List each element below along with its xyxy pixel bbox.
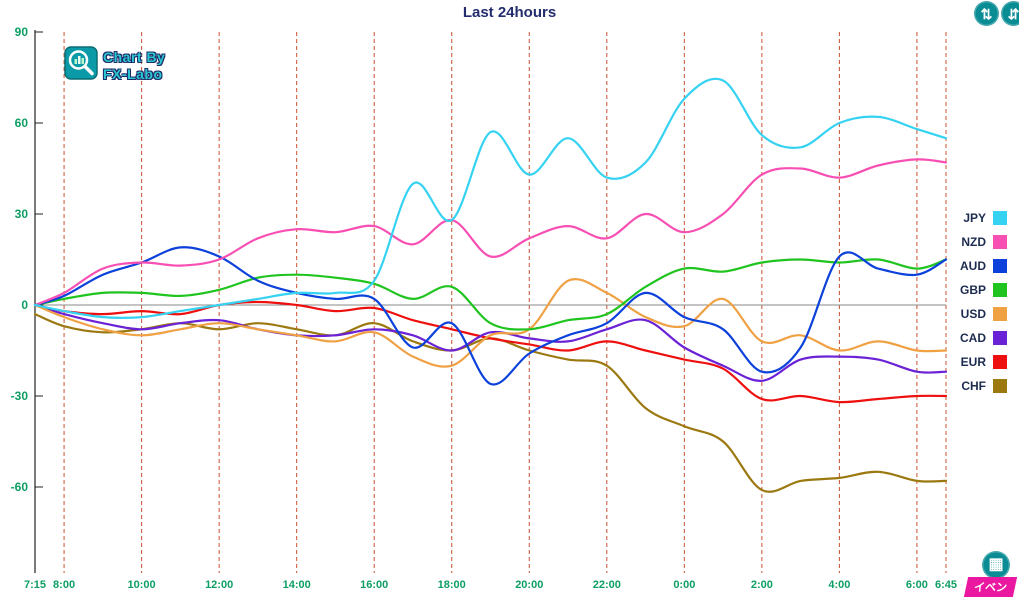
y-axis-label: -60 <box>11 480 29 494</box>
legend-item-CHF[interactable]: CHF <box>960 374 1007 398</box>
legend-label: EUR <box>960 355 986 369</box>
legend-swatch <box>993 283 1007 297</box>
series-line-EUR <box>33 300 948 404</box>
legend-label: CAD <box>960 331 986 345</box>
chart-title: Last 24hours <box>462 4 557 21</box>
calculator-button[interactable]: ▦ <box>982 551 1010 579</box>
series-line-CAD <box>33 303 948 382</box>
x-axis-label: 20:00 <box>515 579 543 591</box>
series-line-NZD <box>33 158 948 307</box>
series-line-JPY <box>33 77 948 319</box>
legend-swatch <box>993 235 1007 249</box>
legend-label: GBP <box>959 283 986 297</box>
x-axis-label: 0:00 <box>673 579 695 591</box>
y-axis-label: 0 <box>21 298 28 312</box>
legend-item-EUR[interactable]: EUR <box>960 350 1007 374</box>
legend-label: JPY <box>963 211 986 225</box>
x-axis-label: 16:00 <box>360 579 388 591</box>
legend-swatch <box>993 259 1007 273</box>
x-axis-label: 22:00 <box>593 579 621 591</box>
x-axis-label: 2:00 <box>751 579 773 591</box>
legend-item-GBP[interactable]: GBP <box>960 278 1007 302</box>
y-axis-label: 90 <box>15 25 29 39</box>
series-line-AUD <box>33 246 948 386</box>
up-down-arrows-icon: ⇅ <box>980 5 993 22</box>
logo-line1: Chart By <box>103 49 166 66</box>
adjust-scale-button[interactable]: ⇵ <box>1001 1 1019 26</box>
x-axis-label: 6:00 <box>906 579 928 591</box>
legend-swatch <box>993 355 1007 369</box>
legend-label: USD <box>960 307 986 321</box>
sort-arrows-icon: ⇵ <box>1007 5 1019 22</box>
series-line-CHF <box>33 313 948 493</box>
calculator-icon: ▦ <box>988 556 1004 573</box>
legend-item-NZD[interactable]: NZD <box>960 230 1007 254</box>
x-axis-label: 18:00 <box>438 579 466 591</box>
event-button-label: イベン <box>973 582 1008 594</box>
x-axis-label: 14:00 <box>283 579 311 591</box>
legend-swatch <box>993 211 1007 225</box>
legend-item-CAD[interactable]: CAD <box>960 326 1007 350</box>
x-axis-label: 10:00 <box>128 579 156 591</box>
event-button[interactable]: イベン <box>963 577 1018 597</box>
x-axis-label: 4:00 <box>828 579 850 591</box>
y-axis-label: -30 <box>11 389 29 403</box>
legend-swatch <box>993 379 1007 393</box>
legend-label: CHF <box>961 379 986 393</box>
y-axis-label: 30 <box>15 207 29 221</box>
legend: JPY NZD AUD GBP USD CAD EUR CHF <box>960 206 1007 398</box>
legend-swatch <box>993 307 1007 321</box>
fx-labo-logo: Chart By FX-Labo <box>64 46 165 85</box>
y-axis-label: 60 <box>15 116 29 130</box>
x-axis-label: 12:00 <box>205 579 233 591</box>
legend-label: NZD <box>961 235 986 249</box>
x-axis-label: 6:45 <box>935 579 957 591</box>
legend-item-JPY[interactable]: JPY <box>960 206 1007 230</box>
series-line-USD <box>33 278 948 368</box>
magnifier-chart-icon <box>64 46 98 85</box>
series-line-GBP <box>33 258 948 331</box>
swap-order-button[interactable]: ⇅ <box>974 1 999 26</box>
legend-item-AUD[interactable]: AUD <box>960 254 1007 278</box>
legend-item-USD[interactable]: USD <box>960 302 1007 326</box>
legend-swatch <box>993 331 1007 345</box>
logo-line2: FX-Labo <box>103 65 163 82</box>
x-axis-label: 8:00 <box>53 579 75 591</box>
legend-label: AUD <box>960 259 986 273</box>
logo-text: Chart By FX-Labo <box>103 49 165 81</box>
x-axis-label: 7:15 <box>24 579 46 591</box>
